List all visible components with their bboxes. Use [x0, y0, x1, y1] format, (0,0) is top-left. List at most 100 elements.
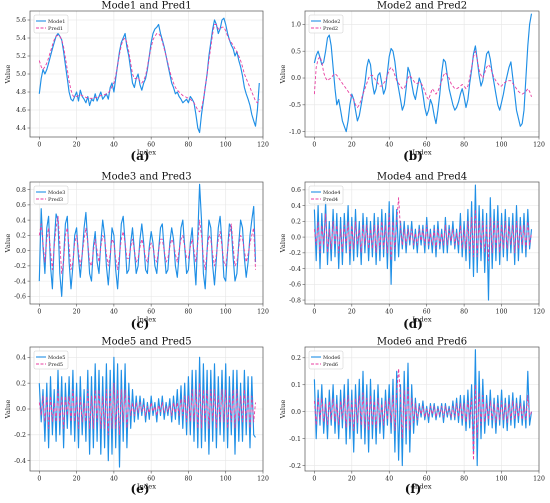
x-tick-label: 40: [385, 476, 393, 483]
series-line-pred3: [38, 215, 256, 274]
y-axis-label: Value: [279, 400, 287, 420]
y-tick-label: -0.4: [289, 266, 301, 273]
x-tick-label: 80: [185, 476, 193, 483]
x-tick-label: 120: [257, 142, 269, 149]
x-tick-label: 100: [220, 309, 232, 316]
subplot-2: 0 20 40 60 80 100 120 -1.0 -0.5 0.0 0.5 1.0 Mode2 an…: [279, 1, 545, 164]
y-tick-label: -0.2: [289, 250, 301, 257]
y-tick-label: 0.4: [16, 217, 26, 224]
x-tick-label: 20: [348, 309, 356, 316]
x-tick-label: 60: [147, 142, 155, 149]
y-tick-label: -0.4: [14, 458, 26, 465]
subplot-title: Mode1 and Pred1: [101, 1, 191, 12]
x-tick-label: 100: [496, 142, 508, 149]
x-tick-label: 20: [73, 309, 81, 316]
y-tick-label: -0.2: [289, 463, 301, 470]
x-tick-label: 40: [385, 309, 393, 316]
x-axis-label: Index: [412, 483, 431, 491]
x-tick-label: 0: [37, 476, 41, 483]
x-tick-label: 0: [37, 309, 41, 316]
x-tick-label: 80: [460, 309, 468, 316]
series-line-mode3: [38, 183, 257, 297]
y-tick-label: -0.8: [289, 297, 301, 304]
x-tick-label: 100: [496, 476, 508, 483]
series-line-pred2: [313, 50, 532, 108]
x-tick-label: 20: [73, 476, 81, 483]
axes-frame: [304, 346, 540, 472]
y-tick-label: -0.5: [289, 102, 301, 109]
y-tick-label: -0.4: [14, 278, 26, 285]
y-tick-label: 0.2: [16, 380, 26, 387]
y-tick-label: 0.0: [291, 75, 301, 82]
plot-area: [305, 11, 539, 137]
y-tick-label: 0.2: [291, 355, 301, 362]
x-axis-label: Index: [137, 483, 156, 491]
subplot-3: 0 20 40 60 80 100 120 -0.6 -0.4 -0.2 0.0 0.2 0.4 0.6 0…: [4, 172, 269, 332]
y-tick-label: 4.6: [16, 107, 26, 114]
x-tick-label: 80: [460, 476, 468, 483]
y-tick-label: -0.1: [289, 436, 301, 443]
series-line-pred5: [38, 382, 256, 436]
x-tick-label: 100: [220, 142, 232, 149]
x-tick-label: 60: [147, 309, 155, 316]
legend-label-mode4: Mode4: [323, 190, 340, 196]
x-axis-label: Index: [137, 149, 156, 157]
x-tick-label: 80: [460, 142, 468, 149]
y-tick-label: 0.6: [16, 202, 26, 209]
x-tick-label: 80: [185, 142, 193, 149]
x-tick-label: 40: [110, 309, 118, 316]
x-tick-label: 40: [110, 142, 118, 149]
subplot-title: Mode3 and Pred3: [101, 172, 191, 183]
legend-label-pred5: Pred5: [48, 362, 63, 368]
panel-caption: (f): [405, 482, 422, 496]
legend-label-mode6: Mode6: [323, 355, 340, 361]
legend-label-mode1: Mode1: [48, 19, 65, 25]
y-tick-label: 0.4: [291, 203, 301, 210]
y-tick-label: 4.8: [16, 89, 26, 96]
subplot-title: Mode4 and Pred4: [377, 172, 467, 183]
y-tick-label: 0.0: [291, 234, 301, 241]
x-tick-label: 120: [533, 309, 545, 316]
series-line-mode1: [38, 17, 260, 134]
y-tick-label: 0.8: [16, 187, 26, 194]
y-tick-label: 5.0: [16, 71, 26, 78]
subplot-4: 0 20 40 60 80 100 120 -0.8 -0.6 -0.4 -0.2 0.0 0.2 0.4…: [279, 172, 545, 332]
y-tick-label: 0.0: [291, 409, 301, 416]
subplot-6: 0 20 40 60 80 100 120 -0.2 -0.1 0.0 0.1 0.2 Mode6 an…: [279, 337, 545, 497]
y-axis-label: Value: [4, 234, 12, 254]
x-tick-label: 60: [423, 309, 431, 316]
y-tick-label: 0.4: [16, 355, 26, 362]
y-tick-label: -0.6: [289, 282, 301, 289]
axes-frame: [29, 181, 264, 305]
axes-frame: [304, 181, 540, 305]
series-line-mode6: [313, 349, 533, 467]
legend-label-pred2: Pred2: [323, 26, 338, 32]
subplot-title: Mode2 and Pred2: [377, 1, 467, 12]
x-tick-label: 60: [147, 476, 155, 483]
subplot-5: 0 20 40 60 80 100 120 -0.4 -0.2 0.0 0.2 0.4 Mode5 an…: [4, 337, 269, 497]
subplot-title: Mode6 and Pred6: [377, 337, 467, 348]
legend-label-mode5: Mode5: [48, 355, 65, 361]
y-tick-label: -0.6: [14, 294, 26, 301]
y-axis-label: Value: [4, 400, 12, 420]
x-axis-label: Index: [137, 316, 156, 324]
y-axis-label: Value: [279, 65, 287, 85]
x-tick-label: 120: [533, 142, 545, 149]
x-tick-label: 0: [312, 309, 316, 316]
legend-label-pred4: Pred4: [323, 197, 338, 203]
series-line-pred6: [313, 368, 532, 461]
y-tick-label: 0.1: [291, 382, 301, 389]
x-tick-label: 100: [496, 309, 508, 316]
x-tick-label: 120: [533, 476, 545, 483]
x-tick-label: 80: [185, 309, 193, 316]
legend-label-mode3: Mode3: [48, 190, 65, 196]
legend-label-pred1: Pred1: [48, 26, 63, 32]
x-tick-label: 100: [220, 476, 232, 483]
panel-caption: (b): [403, 149, 423, 163]
y-tick-label: 5.4: [16, 35, 26, 42]
